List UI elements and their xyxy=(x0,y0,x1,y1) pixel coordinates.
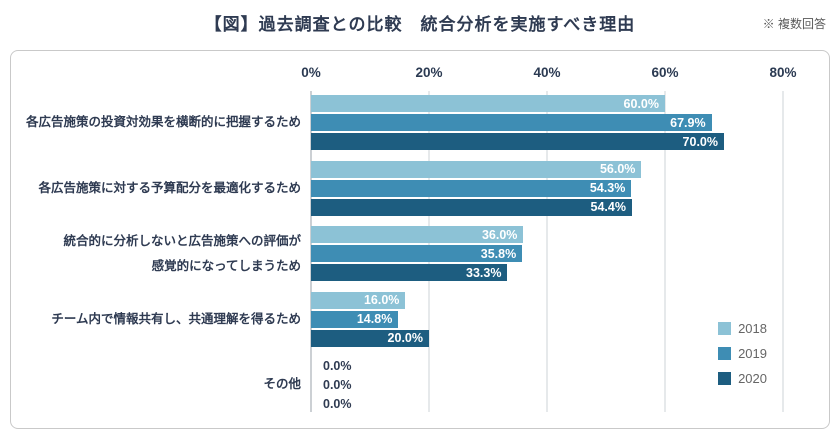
chart-card: 0% 20% 40% 60% 80% 各広告施策の投資対効果を横断的に把握するため 60.… xyxy=(10,50,830,429)
page-title: 【図】過去調査との比較 統合分析を実施すべき理由 xyxy=(204,15,636,34)
chart-row: その他 0.0% 0.0% 0.0% xyxy=(11,357,783,412)
legend-label: 2018 xyxy=(738,321,767,336)
bar-2019: 14.8% xyxy=(311,310,399,328)
axis-tick: 20% xyxy=(415,65,443,80)
category-label: その他 xyxy=(263,377,301,391)
legend: 2018 2019 2020 xyxy=(718,321,767,386)
bar-2018: 36.0% xyxy=(311,226,524,243)
bar-2020: 33.3% xyxy=(311,264,508,281)
legend-label: 2019 xyxy=(738,346,767,361)
bar-2020: 20.0% xyxy=(311,329,429,347)
category-label: 各広告施策の投資対効果を横断的に把握するため xyxy=(25,115,301,129)
chart-row: 統合的に分析しないと広告施策への評価が 感覚的になってしまうため 36.0% 35.… xyxy=(11,226,783,281)
bar-group: 36.0% 35.8% 33.3% xyxy=(311,226,783,281)
bar-2019: 0.0% xyxy=(323,377,352,392)
gridline xyxy=(782,91,784,412)
legend-item-2018: 2018 xyxy=(718,321,767,336)
gridline xyxy=(546,91,548,412)
bar-2018: 0.0% xyxy=(323,358,352,373)
legend-swatch xyxy=(718,322,732,335)
axis-ticks: 0% 20% 40% 60% 80% xyxy=(301,65,796,89)
bar-2019: 35.8% xyxy=(311,245,523,262)
axis-tick: 80% xyxy=(769,65,797,80)
bar-group: 0.0% 0.0% 0.0% xyxy=(311,357,783,412)
category-label: 各広告施策に対する予算配分を最適化するため xyxy=(38,180,301,195)
axis-tick: 60% xyxy=(651,65,679,80)
bar-group: 56.0% 54.3% 54.4% xyxy=(311,160,783,216)
bar-2018: 56.0% xyxy=(311,160,642,178)
axis-tick: 40% xyxy=(533,65,561,80)
multiple-answers-note: ※ 複数回答 xyxy=(762,17,826,31)
bar-group: 16.0% 14.8% 20.0% xyxy=(311,291,783,347)
bar-group: 60.0% 67.9% 70.0% xyxy=(311,95,783,150)
bar-2018: 16.0% xyxy=(311,291,406,309)
legend-swatch xyxy=(718,372,732,385)
bar-2018: 60.0% xyxy=(311,95,665,112)
axis-tick: 0% xyxy=(301,65,321,80)
bar-2020: 0.0% xyxy=(323,396,352,411)
category-label: チーム内で情報共有し、共通理解を得るため xyxy=(51,311,301,326)
legend-item-2019: 2019 xyxy=(718,346,767,361)
bar-2020: 70.0% xyxy=(311,133,724,150)
chart-row: チーム内で情報共有し、共通理解を得るため 16.0% 14.8% 20.0% xyxy=(11,291,783,347)
bar-2019: 54.3% xyxy=(311,179,632,197)
legend-item-2020: 2020 xyxy=(718,371,767,386)
bar-2019: 67.9% xyxy=(311,114,712,131)
chart-rows: 各広告施策の投資対効果を横断的に把握するため 60.0% 67.9% 70.0% 各広告… xyxy=(11,95,783,412)
legend-label: 2020 xyxy=(738,371,767,386)
bar-2020: 54.4% xyxy=(311,198,632,216)
chart-row: 各広告施策の投資対効果を横断的に把握するため 60.0% 67.9% 70.0% xyxy=(11,95,783,150)
chart-row: 各広告施策に対する予算配分を最適化するため 56.0% 54.3% 54.4% xyxy=(11,160,783,216)
legend-swatch xyxy=(718,347,732,360)
category-label: 統合的に分析しないと広告施策への評価が 感覚的になってしまうため xyxy=(63,233,301,273)
gridline xyxy=(664,91,666,412)
